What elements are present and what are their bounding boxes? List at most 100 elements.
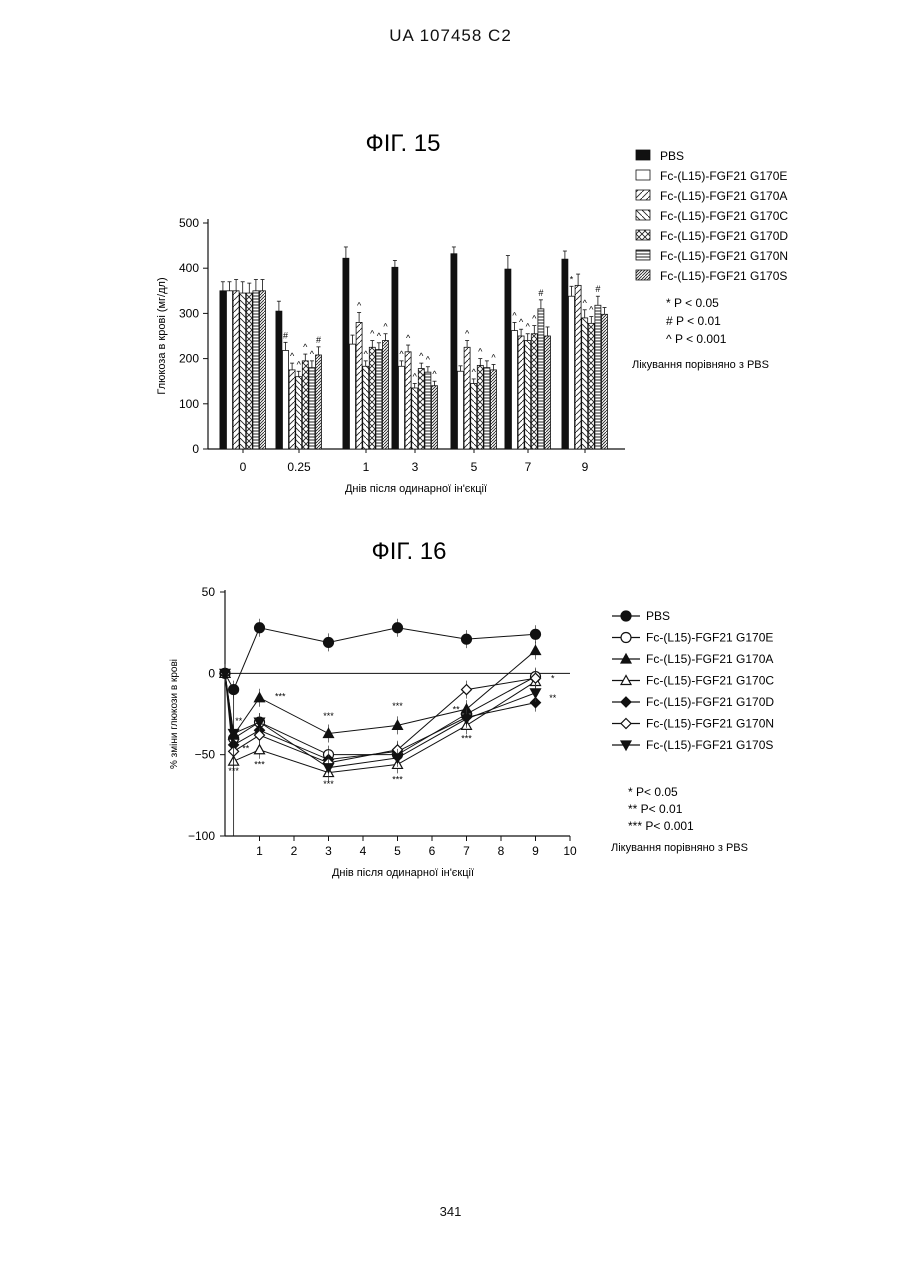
bar <box>227 291 233 449</box>
bar <box>538 309 544 449</box>
bar <box>518 336 524 449</box>
bar <box>369 347 375 449</box>
significance-mark: ** <box>235 716 243 726</box>
bar <box>376 350 382 449</box>
significance-legend: ** P< 0.01 <box>628 802 683 816</box>
legend-label: Fc-(L15)-FGF21 G170C <box>660 209 788 223</box>
series-line <box>225 673 536 772</box>
bar <box>512 331 518 449</box>
bar <box>569 296 575 449</box>
significance-mark: ^ <box>406 333 411 343</box>
data-point <box>255 693 265 702</box>
x-tick-label: 9 <box>532 844 539 858</box>
x-tick-label: 3 <box>412 460 419 474</box>
legend-label: Fc-(L15)-FGF21 G170E <box>646 631 773 645</box>
bar <box>356 322 362 449</box>
bar <box>289 370 295 449</box>
data-point <box>531 646 541 655</box>
bar <box>562 259 568 449</box>
y-tick-label: 400 <box>179 261 199 275</box>
bar <box>283 350 289 449</box>
page-number: 341 <box>0 1204 901 1219</box>
data-point <box>621 633 631 643</box>
bar <box>350 344 356 449</box>
significance-mark: ^ <box>419 351 424 361</box>
figure-title: ФІГ. 16 <box>371 538 446 565</box>
bar <box>595 305 601 449</box>
significance-legend: * P < 0.05 <box>666 296 719 310</box>
bar <box>392 267 398 449</box>
data-point <box>621 719 631 729</box>
x-tick-label: 1 <box>363 460 370 474</box>
significance-mark: ^ <box>432 369 437 379</box>
y-tick-label: 50 <box>202 585 216 599</box>
significance-mark: ^ <box>589 305 594 315</box>
significance-mark: ** <box>453 704 461 714</box>
legend-swatch <box>636 210 650 220</box>
significance-mark: ^ <box>532 314 537 324</box>
figure-15-bar-chart: ФІГ. 150100200300400500Глюкоза в крові (… <box>0 0 901 520</box>
significance-mark: ^ <box>357 300 362 310</box>
significance-mark: *** <box>323 779 334 789</box>
significance-mark: ^ <box>364 349 369 359</box>
significance-legend: # P < 0.01 <box>666 314 721 328</box>
legend-label: Fc-(L15)-FGF21 G170N <box>660 249 788 263</box>
legend-label: Fc-(L15)-FGF21 G170A <box>646 652 773 666</box>
bar <box>220 291 226 449</box>
legend-label: Fc-(L15)-FGF21 G170S <box>660 269 787 283</box>
legend-swatch <box>636 230 650 240</box>
series-line <box>225 628 536 690</box>
bar <box>240 293 246 449</box>
legend-label: Fc-(L15)-FGF21 G170C <box>646 674 774 688</box>
data-point <box>393 623 403 633</box>
x-tick-label: 9 <box>582 460 589 474</box>
bar <box>405 352 411 449</box>
y-axis-label: Глюкоза в крові (мг/дл) <box>156 277 168 394</box>
significance-mark: ** <box>549 693 557 703</box>
comparison-note: Лікування порівняно з PBS <box>632 359 769 371</box>
significance-mark: *** <box>228 766 239 776</box>
data-point <box>255 745 265 754</box>
legend-label: PBS <box>660 149 684 163</box>
x-tick-label: 3 <box>325 844 332 858</box>
significance-mark: ^ <box>519 317 524 327</box>
legend-swatch <box>636 190 650 200</box>
x-tick-label: 8 <box>498 844 505 858</box>
series-line <box>225 673 536 762</box>
y-axis-label: % зміни глюкози в крові <box>169 659 180 769</box>
y-tick-label: 200 <box>179 352 199 366</box>
bar <box>545 336 551 449</box>
data-point <box>324 637 334 647</box>
y-tick-label: 100 <box>179 397 199 411</box>
significance-mark: ^ <box>491 352 496 362</box>
bar <box>582 318 588 449</box>
data-point <box>621 697 631 707</box>
significance-mark: *** <box>392 701 403 711</box>
comparison-note: Лікування порівняно з PBS <box>611 842 748 854</box>
significance-mark: ^ <box>512 310 517 320</box>
legend-label: Fc-(L15)-FGF21 G170D <box>660 229 788 243</box>
significance-mark: *** <box>323 711 334 721</box>
figure-title: ФІГ. 15 <box>365 130 440 157</box>
significance-mark: ^ <box>472 367 477 377</box>
data-point <box>531 689 541 698</box>
legend-swatch <box>636 250 650 260</box>
legend-label: Fc-(L15)-FGF21 G170D <box>646 695 774 709</box>
significance-mark: # <box>595 284 600 294</box>
y-tick-label: 0 <box>208 666 215 680</box>
bar <box>484 368 490 449</box>
x-tick-label: 7 <box>463 844 470 858</box>
significance-mark: *** <box>461 734 472 744</box>
y-tick-label: 500 <box>179 216 199 230</box>
significance-mark: ** <box>242 743 250 753</box>
bar <box>418 369 424 449</box>
significance-mark: # <box>316 335 321 345</box>
bar <box>363 366 369 449</box>
significance-mark: ^ <box>377 331 382 341</box>
legend-swatch <box>636 170 650 180</box>
significance-mark: ^ <box>583 298 588 308</box>
significance-mark: * <box>570 274 574 284</box>
significance-mark: ^ <box>526 322 531 332</box>
x-tick-label: 1 <box>256 844 263 858</box>
x-tick-label: 5 <box>471 460 478 474</box>
